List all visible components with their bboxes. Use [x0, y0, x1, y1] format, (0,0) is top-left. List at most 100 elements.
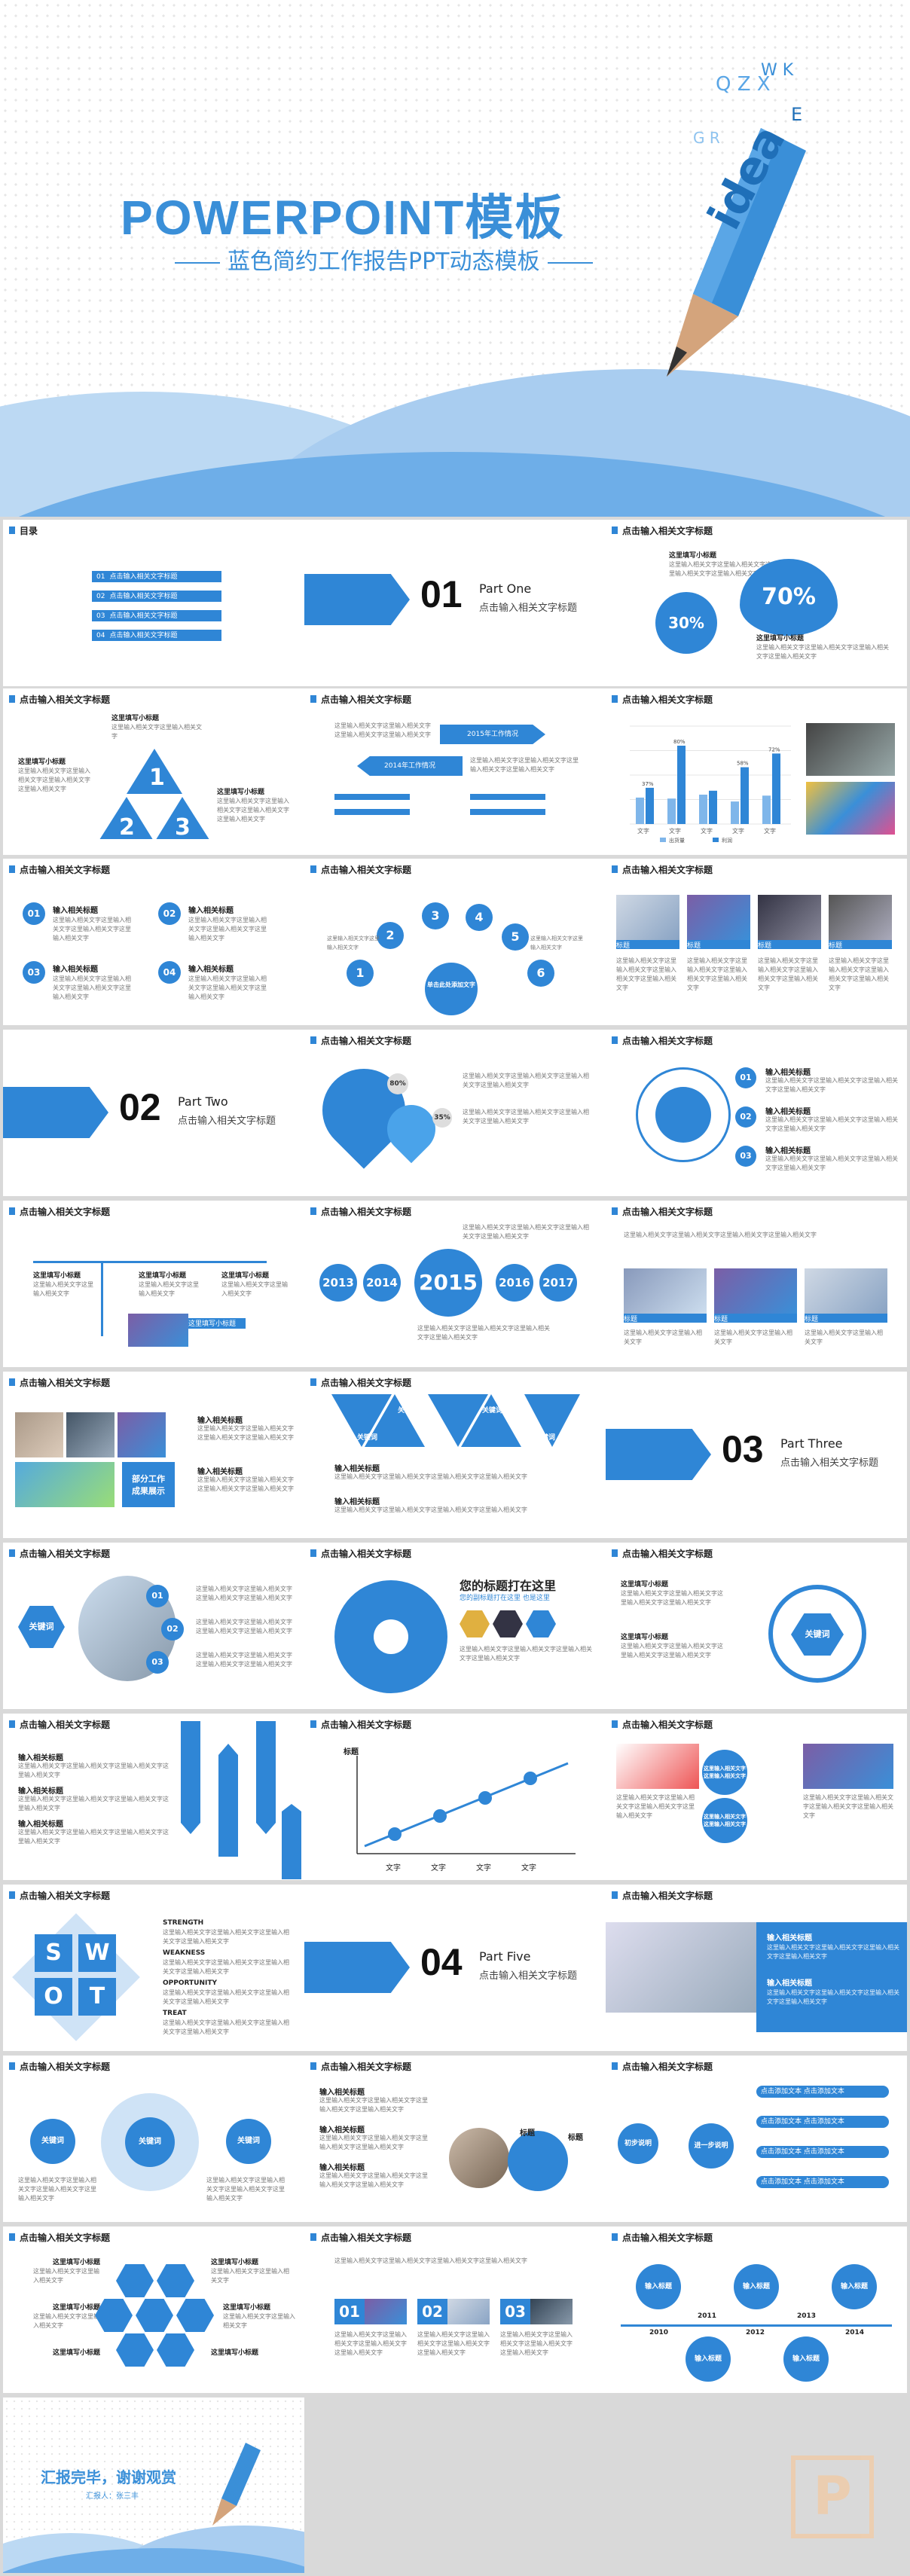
- sub-heading: 这里填写小标题: [53, 2304, 101, 2312]
- side-text-1: 部分工作: [132, 1474, 165, 1484]
- body-text: 这里输入相关文字这里输入相关文字这里输入相关文字这里输入相关文字: [616, 957, 676, 991]
- swot-word: OPPORTUNITY: [163, 1979, 218, 1987]
- slide-title: 点击输入相关文字标题: [622, 2062, 713, 2072]
- cycle-slide: 点击输入相关文字标题 这里填写小标题 这里输入相关文字这里输入相关文字这里输入相…: [606, 1543, 907, 1709]
- bar-1-1: [677, 746, 686, 824]
- body-text: 这里输入相关文字这里输入相关文字这里输入相关文字这里输入相关文字: [319, 2135, 428, 2150]
- body-text: 这里输入相关文字这里输入相关文字这里输入相关文字这里输入相关文字: [53, 975, 131, 1000]
- slide-title: 点击输入相关文字标题: [20, 2062, 111, 2072]
- body-text: 这里输入相关文字这里输入相关文字: [530, 935, 583, 951]
- x-tick-label: 文字: [637, 827, 649, 835]
- year-circle: 2016: [496, 1264, 533, 1302]
- ending-title: 汇报完毕，谢谢观赏: [41, 2468, 176, 2486]
- x-tick-label: 文字: [764, 827, 776, 835]
- year-circle: 2014: [363, 1264, 401, 1302]
- label-tag: 标题: [805, 1314, 887, 1323]
- body-text: 这里输入相关文字这里输入相关文字这里输入相关文字这里输入相关文字: [319, 2097, 428, 2113]
- photo: [803, 1744, 893, 1789]
- toc-title: 目录: [20, 526, 38, 536]
- part-number: 04: [420, 1941, 463, 1983]
- bubble-slide: 点击输入相关文字标题 单击此处添加文字 1 2 3 4 5 6 这里输入相关文字…: [304, 859, 606, 1025]
- year-circle-main: 2015: [414, 1249, 482, 1317]
- body-text: 这里输入相关文字这里输入相关文字这里输入相关文字这里输入相关文字: [765, 1116, 898, 1132]
- tri-1: 1: [149, 765, 165, 791]
- label-tag: 标题: [714, 1314, 797, 1323]
- slide-title: 点击输入相关文字标题: [20, 1207, 111, 1217]
- bar-0-4: [762, 795, 771, 824]
- toc-slide: 目录 01 点击输入相关文字标题 02 点击输入相关文字标题 03 点击输入相关文字标…: [3, 520, 304, 686]
- body-text: 这里输入相关文字这里输入相关文字这里输入相关文字这里输入相关文字: [163, 1959, 289, 1975]
- down-arrow: [181, 1721, 200, 1834]
- label-tag: 这里填写小标题: [188, 1318, 246, 1329]
- cover-title: POWERPOINT模板: [121, 191, 565, 245]
- body-text: 这里输入相关文字这里输入相关文字: [714, 1329, 792, 1345]
- label: 标题: [520, 2129, 535, 2138]
- clipboard-icon: [655, 1087, 711, 1143]
- data-label: 58%: [737, 761, 749, 767]
- body-text: 这里输入相关文字这里输入相关文字这里输入相关文字这里输入相关文字: [188, 975, 267, 1000]
- timeline-bubble: 输入标题: [734, 2264, 779, 2309]
- cover-slide: POWERPOINT模板 蓝色简约工作报告PPT动态模板 idea Q Z X …: [0, 0, 910, 517]
- part-name: Part Three: [780, 1436, 843, 1451]
- keyword-triangles: [331, 1394, 580, 1447]
- num-circle: 03: [23, 961, 45, 984]
- slide-title: 点击输入相关文字标题: [321, 1549, 412, 1559]
- body-text: 这里输入相关文字这里输入相关文字这里输入相关文字这里输入相关文字: [463, 1109, 589, 1125]
- banner-box: [756, 1922, 907, 2032]
- clipboard-slide: 点击输入相关文字标题 01 02 03 输入相关标题 这里输入相关文字这里输入相…: [606, 1030, 907, 1196]
- headline-sub: 您的副标题打在这里 也是这里: [460, 1595, 550, 1602]
- photo: [616, 895, 679, 940]
- year-label: 2013: [797, 2312, 817, 2320]
- percent-small: 30%: [655, 592, 717, 654]
- input-title: 输入相关标题: [765, 1069, 811, 1077]
- hex-icon: [157, 2264, 194, 2297]
- body-text: 这里输入相关文字这里输入相关文字这里输入相关文字这里输入相关文字: [319, 2172, 428, 2188]
- svg-text:W K: W K: [761, 61, 794, 80]
- toc-num: 01: [96, 573, 105, 581]
- sub-heading: 这里填写小标题: [139, 1272, 187, 1280]
- keyword: 关键词: [357, 1434, 378, 1442]
- swot-o: O: [35, 1978, 72, 2016]
- keyword-circle: 关键词: [226, 2119, 271, 2164]
- toc-item[interactable]: 04 点击输入相关文字标题: [92, 630, 221, 641]
- bar-chart-slide: 点击输入相关文字标题 文字 文字 文字 文字 文字 37% 80% 58% 72% 出货量 利润: [606, 688, 907, 855]
- data-label: 80%: [673, 739, 686, 745]
- body-text: 这里输入相关文字这里输入相关文字这里输入相关文字这里输入相关文字: [829, 957, 889, 991]
- flow-line: [33, 1261, 267, 1263]
- keyword: 关键词: [535, 1434, 556, 1442]
- bubble-2: 2: [377, 922, 404, 949]
- body-text: 这里输入相关文字这里输入相关文字这里输入相关文字这里输入相关文字: [197, 1476, 294, 1492]
- svg-text:Q Z X: Q Z X: [716, 73, 771, 96]
- hex-icon: [136, 2299, 173, 2332]
- toc-item[interactable]: 02 点击输入相关文字标题: [92, 591, 221, 602]
- hex-icon: [157, 2333, 194, 2367]
- hex-icon: [116, 2333, 154, 2367]
- input-title: 输入相关标题: [197, 1417, 243, 1425]
- process-item: 点击添加文本 点击添加文本: [756, 2086, 889, 2098]
- sub-heading: 这里填写小标题: [111, 715, 160, 722]
- label-tag: 标题: [616, 940, 679, 950]
- empty-area: [304, 2397, 907, 2573]
- toc-item[interactable]: 01 点击输入相关文字标题: [92, 571, 221, 582]
- triangle-slide: 点击输入相关文字标题 这里填写小标题 这里输入相关文字这里输入相关文字 1 2 …: [3, 688, 304, 855]
- body-text: 这里输入相关文字这里输入相关文字这里输入相关文字这里输入相关文字: [18, 1763, 169, 1778]
- input-title: 输入相关标题: [765, 1147, 811, 1155]
- part-arrow: [304, 1942, 410, 1993]
- toc-item[interactable]: 03 点击输入相关文字标题: [92, 610, 221, 621]
- hex-icon: [176, 2299, 214, 2332]
- plan-slide: 点击输入相关文字标题 2015年工作情况 2014年工作情况 这里输入相关文字这…: [304, 688, 606, 855]
- photo: [66, 1412, 115, 1457]
- body-text: 这里输入相关文字这里输入相关文字这里输入相关文字这里输入相关文字: [334, 2257, 527, 2264]
- input-title: 输入相关标题: [767, 1979, 812, 1988]
- svg-text:G R: G R: [693, 129, 720, 147]
- year-circle: 2017: [539, 1264, 577, 1302]
- tri-2: 2: [119, 814, 135, 839]
- body-text: 这里输入相关文字这里输入相关文字这里输入相关文字这里输入相关文字: [758, 957, 818, 991]
- axis-y-label: 标题: [344, 1748, 359, 1757]
- photo: [365, 2299, 407, 2324]
- body-text: 这里输入相关文字这里输入相关文字: [33, 1281, 93, 1297]
- x-label: 文字: [386, 1864, 401, 1872]
- body-text: 这里输入相关文字这里输入相关文字这里输入相关文字这里输入相关文字: [188, 917, 267, 942]
- num-circle: 02: [158, 902, 181, 925]
- year-label: 2014: [845, 2329, 865, 2336]
